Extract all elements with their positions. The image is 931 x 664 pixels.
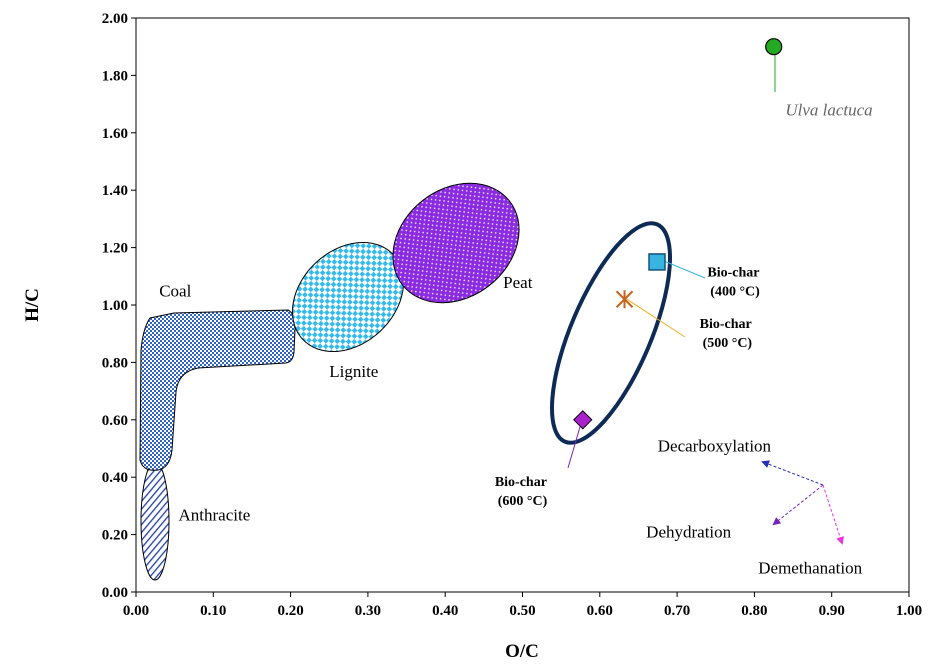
label-biochar-600: Bio-char (600 °C) xyxy=(495,475,550,509)
label-biochar-500: Bio-char (500 °C) xyxy=(700,317,755,351)
biochar-cluster-ellipse xyxy=(549,221,673,445)
x-tick-label: 0.60 xyxy=(587,603,613,619)
y-axis-label: H/C xyxy=(22,288,43,322)
label-biochar-500-line2: (500 °C) xyxy=(703,336,753,351)
label-dehydration: Dehydration xyxy=(646,522,731,541)
y-axis-ticks: 0.00 0.20 0.40 0.60 0.80 1.00 1.20 1.40 1.60 1.80… xyxy=(102,11,136,601)
y-tick-label: 1.20 xyxy=(102,241,128,257)
region-label-anthracite: Anthracite xyxy=(179,505,251,524)
y-tick-label: 1.80 xyxy=(102,68,128,84)
region-label-lignite: Lignite xyxy=(329,362,378,381)
x-axis-label: O/C xyxy=(505,641,539,662)
mechanism-labels: Decarboxylation Dehydration Demethanatio… xyxy=(646,436,862,577)
point-biochar-400 xyxy=(648,253,666,271)
region-labels: Anthracite Coal Lignite Peat xyxy=(159,273,533,524)
label-decarboxylation: Decarboxylation xyxy=(658,436,772,455)
x-tick-label: 0.30 xyxy=(355,603,381,619)
label-biochar-600-line1: Bio-char xyxy=(495,475,547,490)
point-ulva-lactuca xyxy=(765,38,783,56)
mechanism-arrows xyxy=(761,460,844,545)
label-biochar-400: Bio-char (400 °C) xyxy=(707,265,762,299)
peat-region xyxy=(392,182,520,304)
anthracite-region xyxy=(140,461,170,581)
y-tick-label: 0.20 xyxy=(102,528,128,544)
label-biochar-600-line2: (600 °C) xyxy=(498,494,548,509)
leader-biochar-500 xyxy=(624,297,686,338)
x-tick-label: 0.50 xyxy=(509,603,535,619)
label-demethanation: Demethanation xyxy=(758,558,862,577)
x-tick-label: 0.00 xyxy=(123,603,149,619)
coal-region xyxy=(139,309,296,471)
arrow-demethanation xyxy=(822,484,844,545)
y-tick-label: 1.00 xyxy=(102,298,128,314)
region-label-peat: Peat xyxy=(503,273,533,292)
x-tick-label: 1.00 xyxy=(896,603,922,619)
y-tick-label: 0.80 xyxy=(102,355,128,371)
leader-biochar-400 xyxy=(663,260,706,279)
regions xyxy=(139,182,673,581)
x-tick-label: 0.70 xyxy=(664,603,690,619)
y-tick-label: 1.60 xyxy=(102,126,128,142)
label-biochar-400-line1: Bio-char xyxy=(707,265,759,280)
point-labels: Ulva lactuca Bio-char (400 °C) Bio-char … xyxy=(495,101,873,509)
x-tick-label: 0.40 xyxy=(432,603,458,619)
y-tick-label: 0.00 xyxy=(102,585,128,601)
y-tick-label: 0.40 xyxy=(102,470,128,486)
plot-area xyxy=(135,17,910,593)
label-biochar-400-line2: (400 °C) xyxy=(710,284,760,299)
x-tick-label: 0.20 xyxy=(277,603,303,619)
data-points xyxy=(573,38,783,430)
y-tick-label: 2.00 xyxy=(102,11,128,27)
x-tick-label: 0.90 xyxy=(819,603,845,619)
arrow-decarboxylation xyxy=(761,460,824,486)
leader-biochar-600 xyxy=(567,419,583,469)
label-ulva-lactuca: Ulva lactuca xyxy=(785,101,872,120)
x-tick-label: 0.80 xyxy=(741,603,767,619)
label-biochar-500-line1: Bio-char xyxy=(700,317,752,332)
x-axis-ticks: 0.00 0.10 0.20 0.30 0.40 0.50 0.60 0.70 0.80 0.90… xyxy=(123,592,922,619)
y-tick-label: 1.40 xyxy=(102,183,128,199)
x-tick-label: 0.10 xyxy=(200,603,226,619)
arrow-dehydration xyxy=(772,484,824,526)
region-label-coal: Coal xyxy=(159,281,191,300)
y-tick-label: 0.60 xyxy=(102,413,128,429)
point-biochar-600 xyxy=(573,410,593,430)
point-biochar-500 xyxy=(615,290,634,309)
